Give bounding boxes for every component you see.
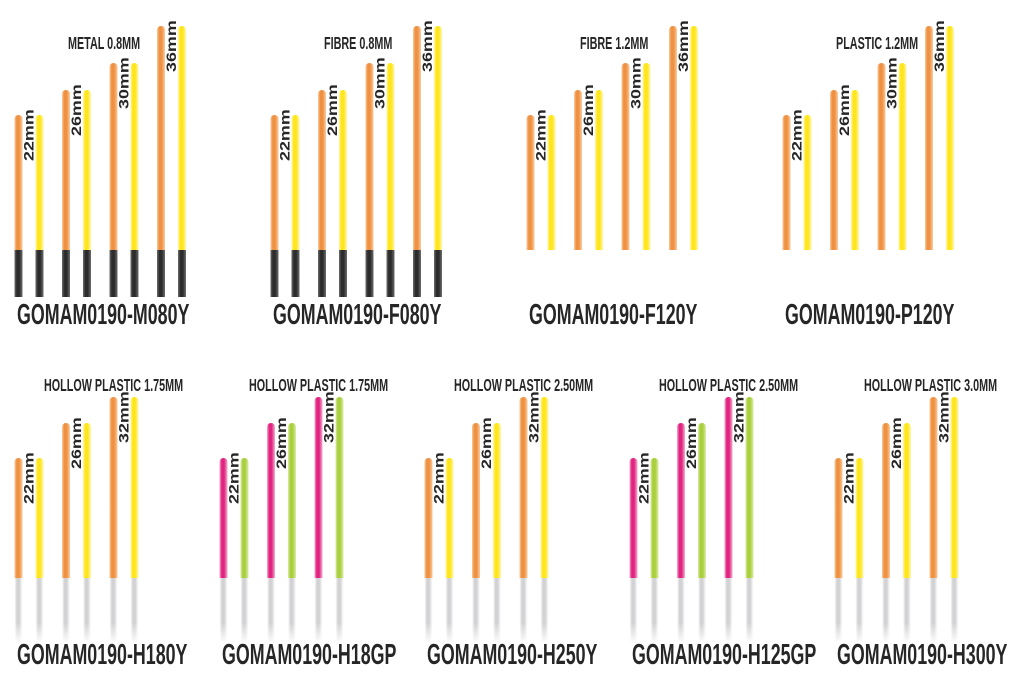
svg-text:32mm: 32mm	[321, 391, 337, 443]
svg-text:HOLLOW PLASTIC 3.0MM: HOLLOW PLASTIC 3.0MM	[864, 376, 997, 395]
svg-text:32mm: 32mm	[936, 391, 952, 443]
svg-text:GOMAM0190-P120Y: GOMAM0190-P120Y	[785, 299, 954, 332]
svg-text:GOMAM0190-H18GP: GOMAM0190-H18GP	[222, 639, 396, 672]
svg-text:HOLLOW PLASTIC 1.75MM: HOLLOW PLASTIC 1.75MM	[44, 376, 183, 395]
svg-text:22mm: 22mm	[277, 109, 293, 161]
svg-text:26mm: 26mm	[684, 417, 700, 469]
svg-text:22mm: 22mm	[21, 452, 37, 504]
svg-text:26mm: 26mm	[581, 84, 597, 136]
svg-text:30mm: 30mm	[116, 57, 132, 109]
svg-text:FIBRE 0.8MM: FIBRE 0.8MM	[324, 34, 392, 53]
svg-text:GOMAM0190-H125GP: GOMAM0190-H125GP	[632, 639, 816, 672]
svg-text:GOMAM0190-H300Y: GOMAM0190-H300Y	[837, 639, 1007, 672]
svg-text:26mm: 26mm	[69, 417, 85, 469]
svg-text:22mm: 22mm	[533, 109, 549, 161]
svg-text:GOMAM0190-H250Y: GOMAM0190-H250Y	[427, 639, 597, 672]
svg-text:26mm: 26mm	[479, 417, 495, 469]
svg-text:HOLLOW PLASTIC 2.50MM: HOLLOW PLASTIC 2.50MM	[659, 376, 798, 395]
svg-text:36mm: 36mm	[420, 20, 436, 72]
svg-text:GOMAM0190-M080Y: GOMAM0190-M080Y	[17, 299, 189, 332]
svg-text:METAL 0.8MM: METAL 0.8MM	[68, 34, 140, 53]
svg-text:30mm: 30mm	[372, 57, 388, 109]
svg-text:PLASTIC 1.2MM: PLASTIC 1.2MM	[836, 34, 918, 53]
svg-text:32mm: 32mm	[526, 391, 542, 443]
svg-text:GOMAM0190-F080Y: GOMAM0190-F080Y	[273, 299, 441, 332]
svg-text:30mm: 30mm	[884, 57, 900, 109]
svg-text:36mm: 36mm	[164, 20, 180, 72]
svg-text:26mm: 26mm	[837, 84, 853, 136]
svg-text:22mm: 22mm	[789, 109, 805, 161]
svg-text:32mm: 32mm	[116, 391, 132, 443]
svg-text:30mm: 30mm	[628, 57, 644, 109]
svg-text:GOMAM0190-H180Y: GOMAM0190-H180Y	[17, 639, 187, 672]
svg-text:22mm: 22mm	[636, 452, 652, 504]
svg-text:36mm: 36mm	[676, 20, 692, 72]
svg-text:22mm: 22mm	[226, 452, 242, 504]
svg-text:22mm: 22mm	[431, 452, 447, 504]
svg-text:26mm: 26mm	[274, 417, 290, 469]
svg-text:22mm: 22mm	[841, 452, 857, 504]
svg-text:36mm: 36mm	[932, 20, 948, 72]
svg-text:26mm: 26mm	[69, 84, 85, 136]
svg-text:32mm: 32mm	[731, 391, 747, 443]
svg-text:HOLLOW PLASTIC 2.50MM: HOLLOW PLASTIC 2.50MM	[454, 376, 593, 395]
svg-text:26mm: 26mm	[325, 84, 341, 136]
svg-text:26mm: 26mm	[889, 417, 905, 469]
svg-text:GOMAM0190-F120Y: GOMAM0190-F120Y	[529, 299, 697, 332]
svg-text:22mm: 22mm	[21, 109, 37, 161]
svg-text:HOLLOW PLASTIC 1.75MM: HOLLOW PLASTIC 1.75MM	[249, 376, 388, 395]
svg-text:FIBRE 1.2MM: FIBRE 1.2MM	[580, 34, 648, 53]
